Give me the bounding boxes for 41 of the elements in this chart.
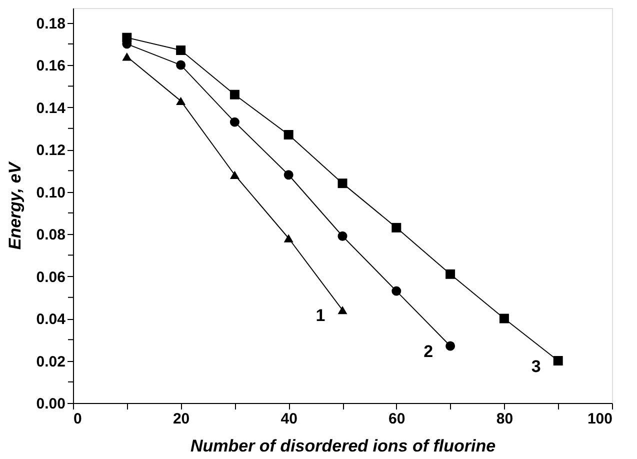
point: [446, 269, 456, 279]
series-label: 2: [424, 342, 434, 361]
point: [553, 356, 563, 366]
x-tick-label: 40: [280, 410, 298, 428]
y-tick-label: 0.14: [36, 100, 66, 117]
y-tick-label: 0.04: [36, 311, 66, 328]
point: [176, 46, 186, 55]
x-tick-label: 60: [388, 410, 406, 428]
point: [122, 52, 132, 61]
y-tick-label: 0.02: [36, 353, 66, 370]
series-label: 3: [531, 356, 541, 376]
x-tick-label: 20: [172, 410, 190, 428]
point: [284, 130, 294, 140]
point: [230, 170, 240, 179]
x-axis-title: Number of disordered ions of fluorine: [190, 436, 496, 456]
point: [338, 306, 348, 314]
point: [392, 286, 402, 296]
y-tick-label: 0.16: [36, 58, 66, 75]
y-tick-label: 0.12: [36, 142, 66, 160]
point: [338, 178, 348, 188]
y-tick-label: 0.06: [36, 268, 66, 286]
point: [176, 60, 186, 70]
y-tick-label: 0.08: [36, 226, 66, 244]
series-label: 1: [316, 306, 326, 326]
x-tick-label: 100: [587, 410, 612, 428]
point: [392, 222, 402, 232]
x-tick-label: 80: [496, 410, 514, 428]
y-tick-label: 0.10: [36, 184, 66, 202]
point: [230, 90, 240, 100]
y-axis-title: Energy, eV: [5, 160, 24, 250]
point: [284, 170, 294, 180]
y-tick-label: 0.00: [36, 396, 66, 412]
point: [284, 234, 294, 242]
point: [446, 341, 456, 351]
point: [338, 231, 348, 241]
point: [230, 117, 240, 127]
x-tick-label: 0: [74, 410, 82, 428]
point: [122, 32, 132, 42]
y-tick-label: 0.18: [36, 15, 66, 32]
point: [176, 96, 186, 106]
point: [499, 314, 509, 324]
